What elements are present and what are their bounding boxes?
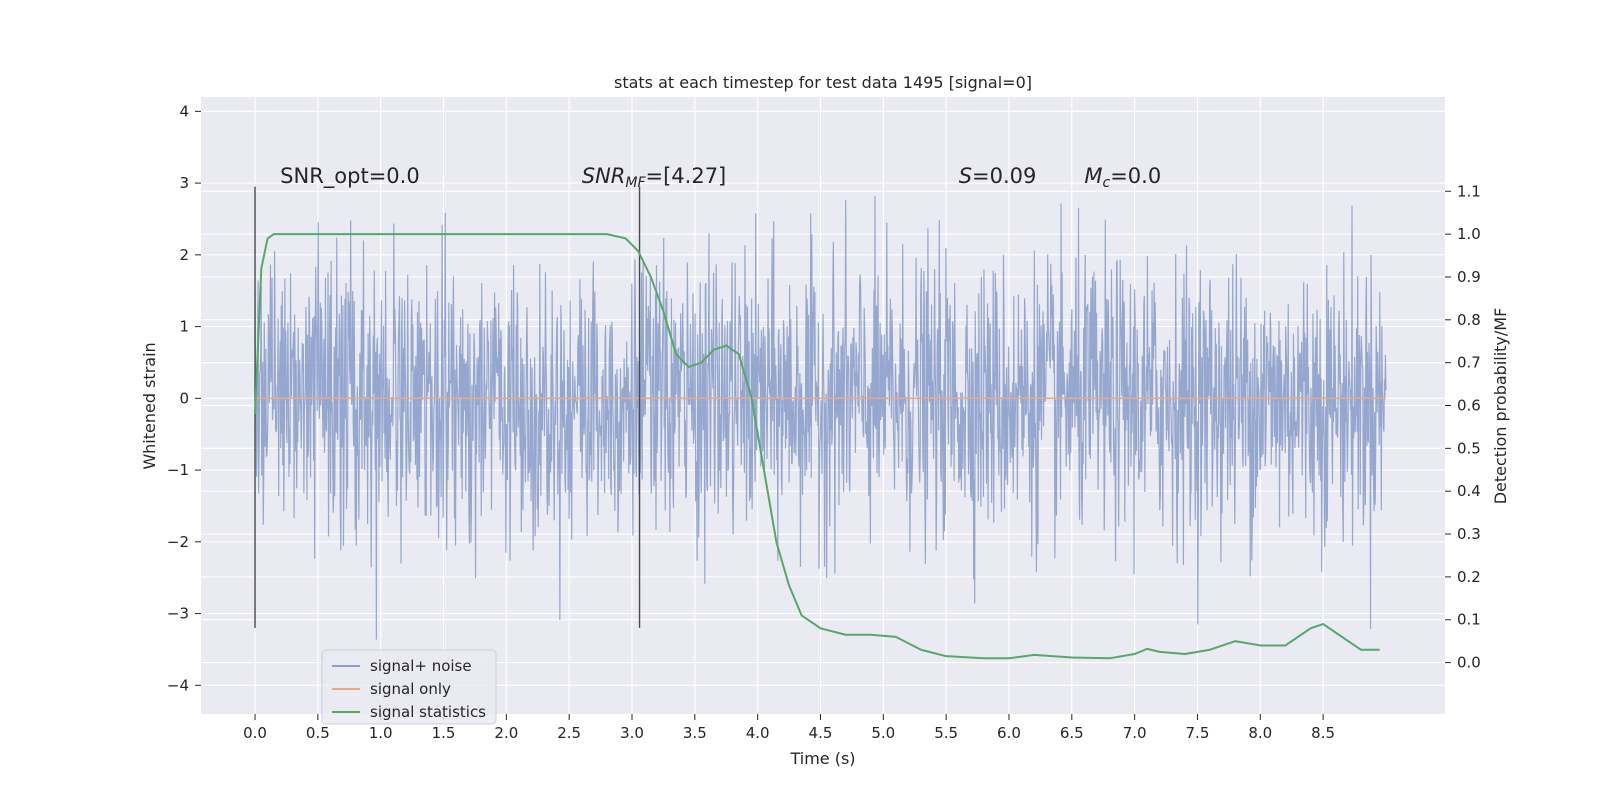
legend: signal+ noise signal only signal statistic… bbox=[321, 649, 497, 725]
y2-tick-label: 0.2 bbox=[1457, 568, 1481, 586]
x-tick-label: 3.5 bbox=[683, 724, 707, 742]
x-tick-label: 6.5 bbox=[1060, 724, 1084, 742]
y2-tick-label: 1.1 bbox=[1457, 182, 1481, 200]
annotation-main: M bbox=[1084, 164, 1102, 188]
x-tick-label: 1.5 bbox=[432, 724, 456, 742]
annotation-main: SNR bbox=[582, 164, 626, 188]
annotation-s-value: S=0.09 bbox=[959, 164, 1037, 188]
chart-title: stats at each timestep for test data 149… bbox=[614, 73, 1032, 92]
legend-box bbox=[321, 649, 497, 725]
y2-tick-label: 0.1 bbox=[1457, 611, 1481, 629]
annotation-main: S bbox=[959, 164, 972, 188]
series-signal-statistics bbox=[254, 233, 1380, 660]
y-tick-label: −4 bbox=[167, 676, 189, 694]
annotation-snr-opt: SNR_opt=0.0 bbox=[280, 164, 420, 189]
annotation-snr-mf: SNRMF=[4.27] bbox=[582, 164, 727, 191]
series-signal-noise bbox=[254, 196, 1387, 640]
y-tick-label: 3 bbox=[179, 174, 189, 192]
x-tick-label: 3.0 bbox=[620, 724, 644, 742]
axes-layer: 0.0 0.5 1.0 1.5 2.0 2.5 3.0 3.5 4.0 4.5 5.0 5.5 6.0 6… bbox=[167, 102, 1481, 742]
series-layer bbox=[254, 186, 1387, 660]
x-tick-label: 0.5 bbox=[306, 724, 330, 742]
x-tick-label: 6.0 bbox=[997, 724, 1021, 742]
y-tick-label: −1 bbox=[167, 461, 189, 479]
x-tick-label: 7.0 bbox=[1123, 724, 1147, 742]
legend-label: signal statistics bbox=[370, 703, 486, 721]
y2-tick-label: 0.9 bbox=[1457, 268, 1481, 286]
annotation-value: =[4.27] bbox=[646, 164, 727, 188]
annotation-mc-value: Mc=0.0 bbox=[1084, 164, 1161, 191]
x-axis-label: Time (s) bbox=[789, 749, 855, 768]
y2-tick-label: 0.4 bbox=[1457, 482, 1481, 500]
annotations: SNR_opt=0.0 SNRMF=[4.27] S=0.09 Mc=0.0 bbox=[280, 164, 1161, 191]
y2-tick-label: 1.0 bbox=[1457, 225, 1481, 243]
x-tick-label: 2.0 bbox=[494, 724, 518, 742]
annotation-subscript: MF bbox=[625, 175, 646, 191]
y-tick-label: 4 bbox=[179, 102, 189, 120]
x-tick-label: 8.5 bbox=[1311, 724, 1335, 742]
x-tick-label: 2.5 bbox=[557, 724, 581, 742]
y2-tick-label: 0.6 bbox=[1457, 397, 1481, 415]
legend-label: signal+ noise bbox=[370, 657, 472, 675]
x-tick-label: 4.5 bbox=[809, 724, 833, 742]
x-tick-label: 8.0 bbox=[1248, 724, 1272, 742]
y2-tick-label: 0.7 bbox=[1457, 354, 1481, 372]
y2-tick-label: 0.3 bbox=[1457, 525, 1481, 543]
y-tick-label: −2 bbox=[167, 533, 189, 551]
y2-tick-label: 0.0 bbox=[1457, 654, 1481, 672]
y-tick-label: −3 bbox=[167, 605, 189, 623]
x-tick-label: 7.5 bbox=[1186, 724, 1210, 742]
x-tick-label: 5.5 bbox=[934, 724, 958, 742]
y-tick-label: 2 bbox=[179, 246, 189, 264]
annotation-subscript: c bbox=[1102, 175, 1110, 191]
annotation-value: =0.09 bbox=[972, 164, 1036, 188]
annotation-main: SNR_opt=0.0 bbox=[280, 164, 420, 189]
y-tick-label: 1 bbox=[179, 318, 189, 336]
x-tick-label: 0.0 bbox=[243, 724, 267, 742]
legend-label: signal only bbox=[370, 680, 451, 698]
y2-tick-label: 0.8 bbox=[1457, 311, 1481, 329]
y2-axis-label: Detection probability/MF bbox=[1491, 308, 1510, 505]
x-tick-label: 4.0 bbox=[746, 724, 770, 742]
annotation-value: =0.0 bbox=[1110, 164, 1161, 188]
x-tick-label: 5.0 bbox=[871, 724, 895, 742]
y-axis-label: Whitened strain bbox=[140, 342, 159, 469]
y2-tick-label: 0.5 bbox=[1457, 439, 1481, 457]
y-tick-label: 0 bbox=[179, 389, 189, 407]
x-tick-label: 1.0 bbox=[369, 724, 393, 742]
